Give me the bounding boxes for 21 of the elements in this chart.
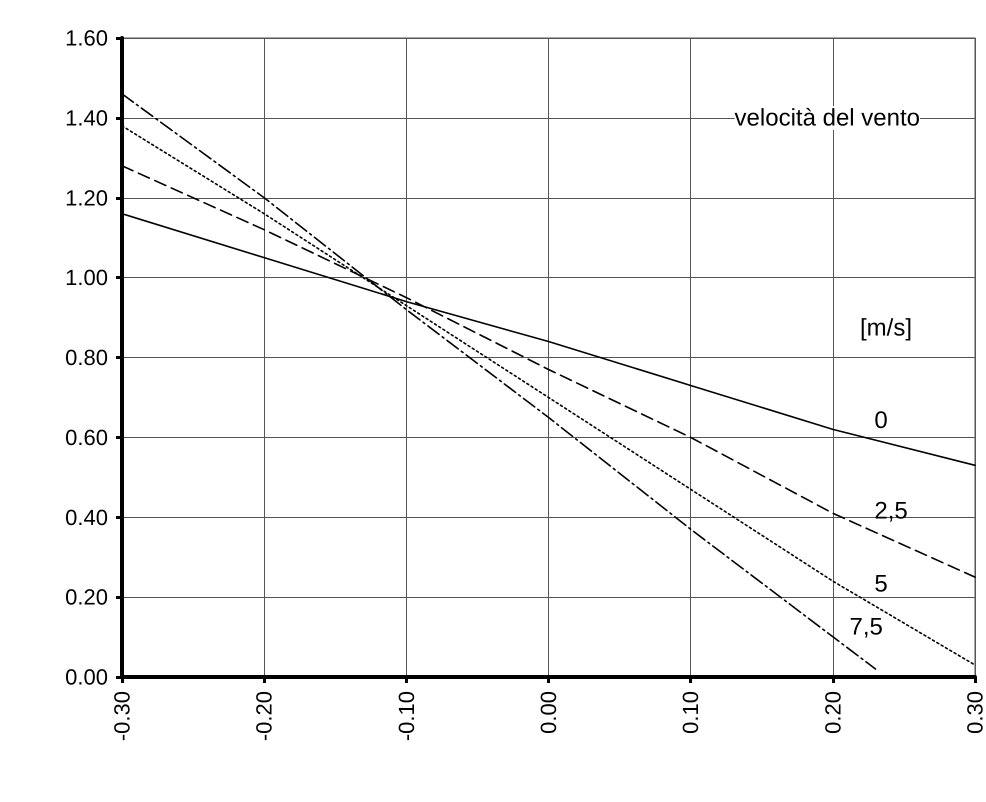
y-tick-label: 0.40 <box>65 504 108 530</box>
x-tick-label: 0.10 <box>678 691 704 734</box>
legend-title: velocità del vento <box>734 104 920 132</box>
y-tick-label: 0.80 <box>65 345 108 370</box>
y-tick-label: 1.60 <box>65 26 108 50</box>
y-tick-label: 0.60 <box>65 424 108 450</box>
y-tick-label: 1.00 <box>65 265 108 290</box>
y-tick-label: 1.40 <box>65 105 108 130</box>
y-tick-label: 1.20 <box>65 185 108 210</box>
series-label: 0 <box>874 406 888 434</box>
y-tick-label: 0.00 <box>65 664 108 690</box>
series-label: 5 <box>874 570 888 598</box>
x-tick-label: 0.30 <box>962 691 986 734</box>
x-tick-label: 0.20 <box>820 691 846 734</box>
x-tick-label: 0.00 <box>536 691 561 734</box>
x-tick-label: -0.30 <box>110 691 134 742</box>
x-tick-label: -0.10 <box>394 691 419 742</box>
x-tick-label: -0.20 <box>252 691 277 742</box>
annotation: [m/s] <box>860 314 912 342</box>
y-tick-label: 0.20 <box>65 584 108 610</box>
series-label: 7,5 <box>849 613 883 640</box>
